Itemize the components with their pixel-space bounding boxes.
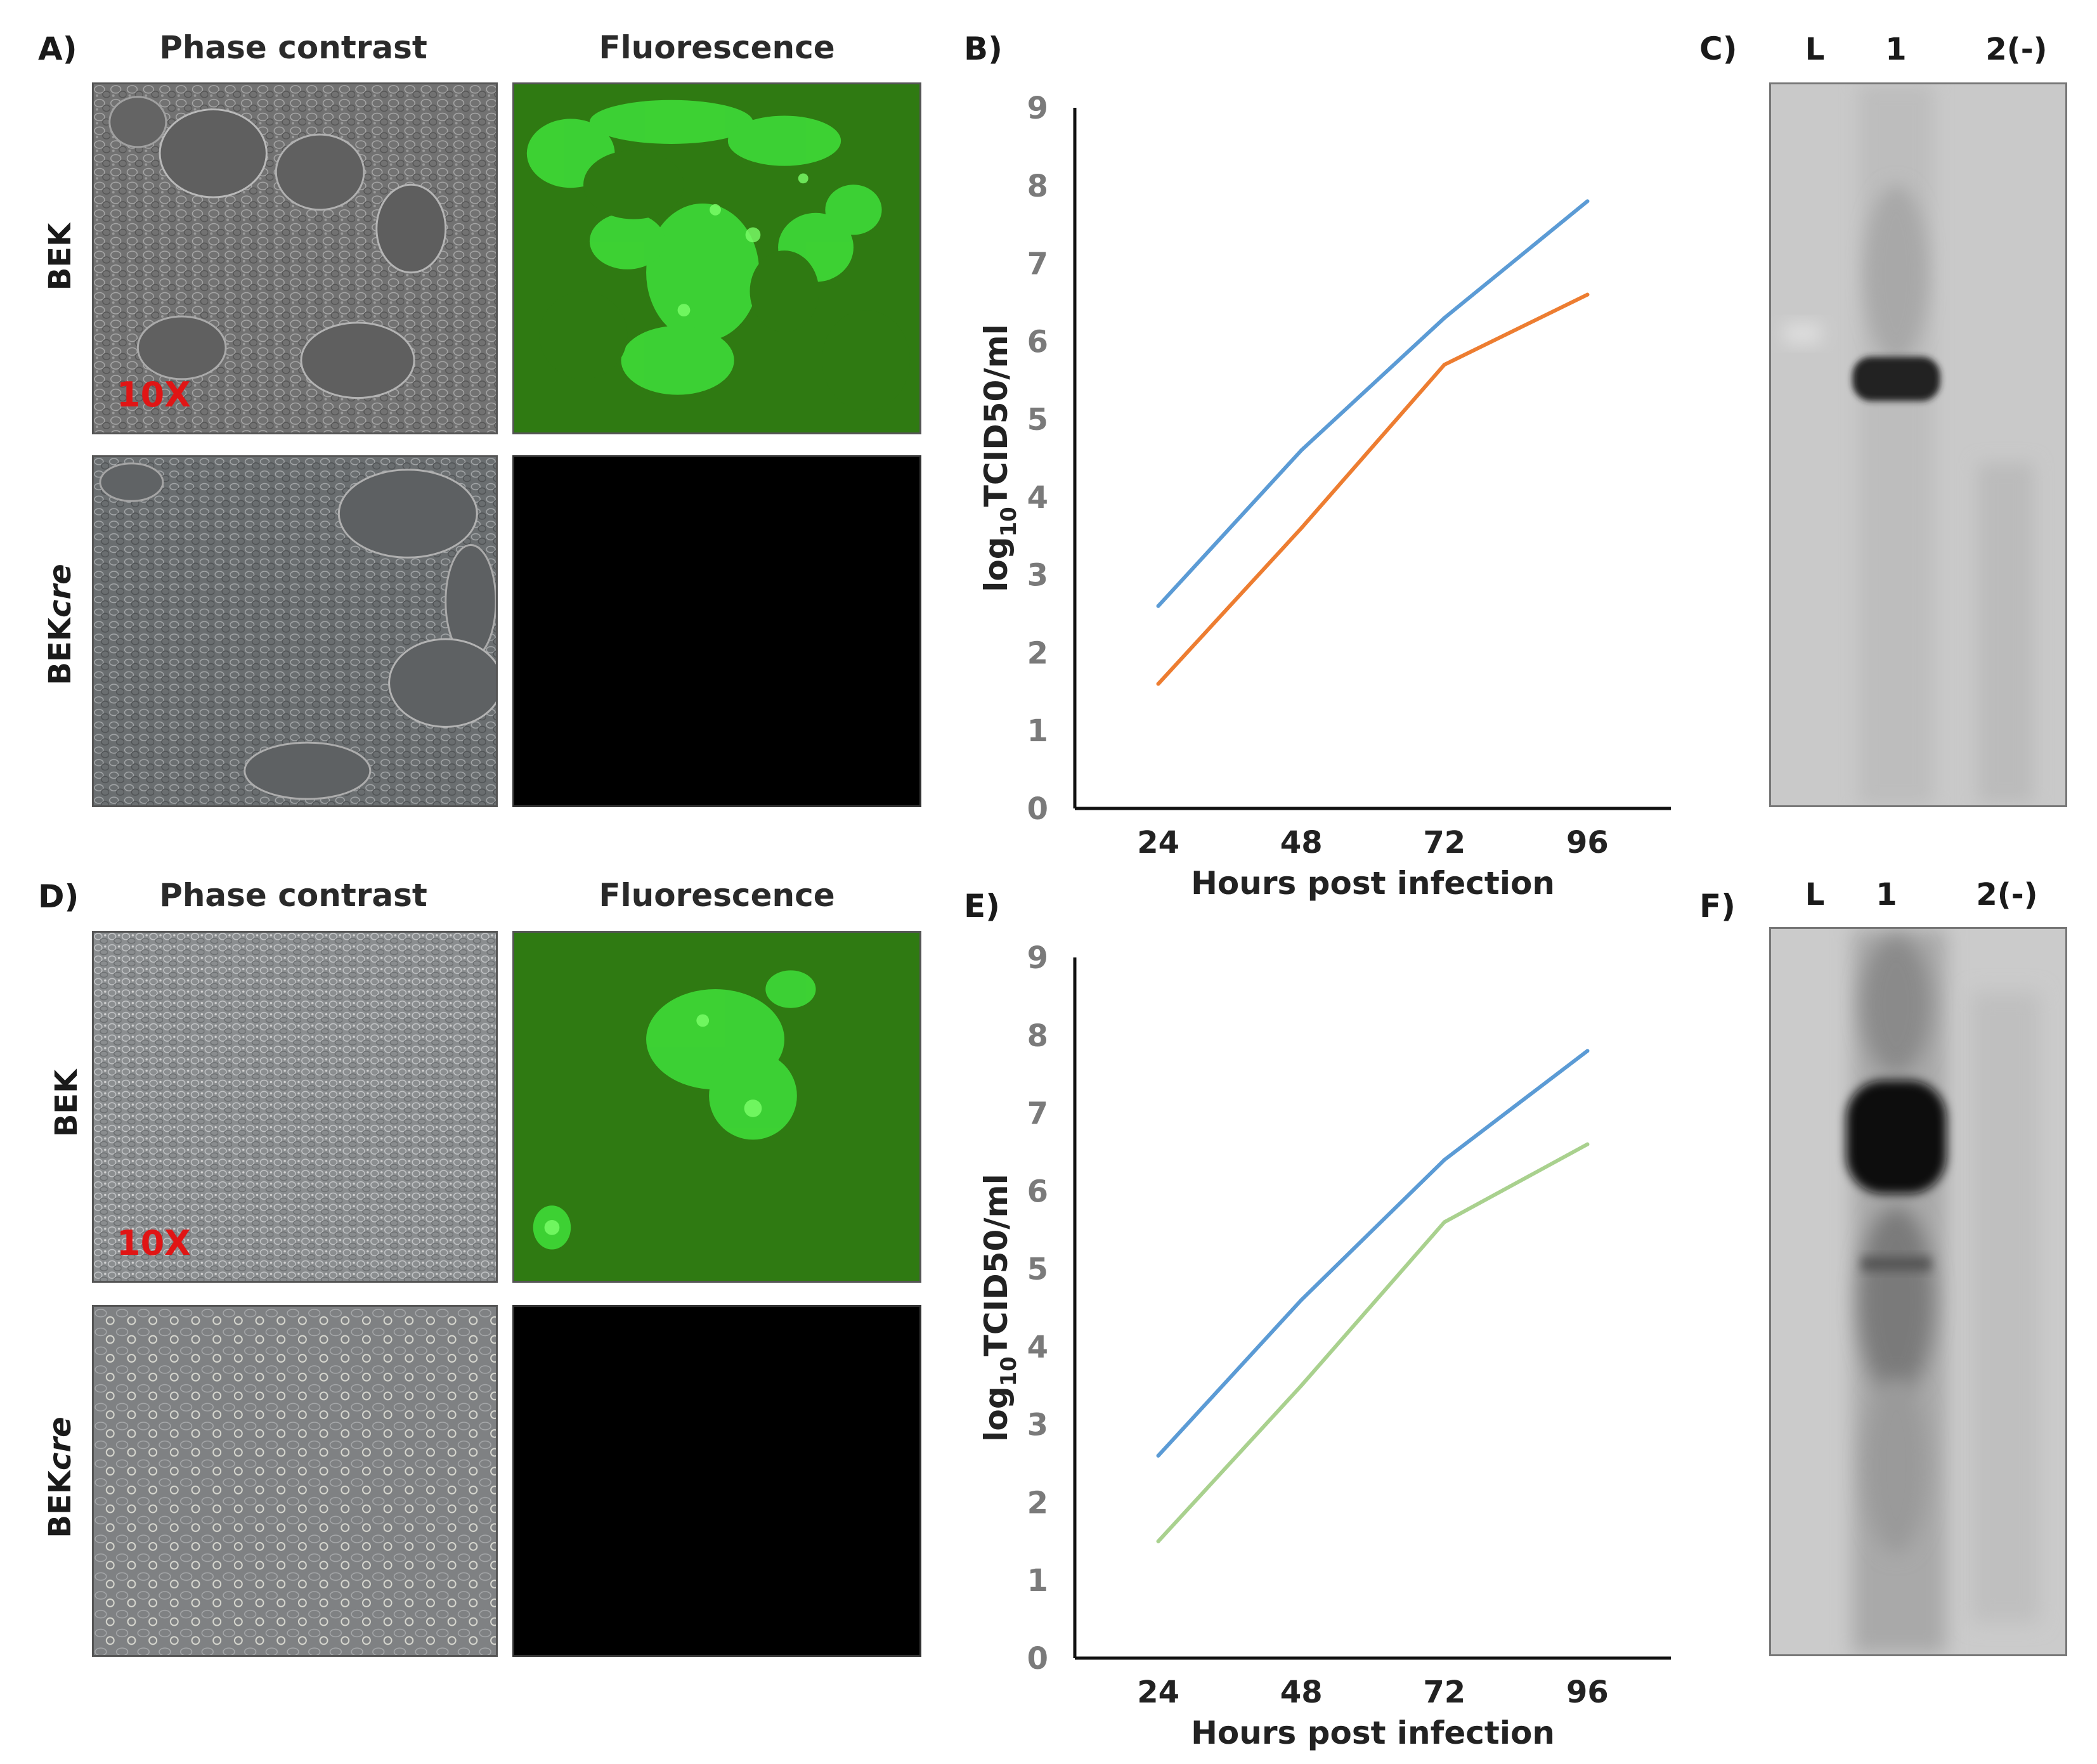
col-title-fluor-a: Fluorescence — [599, 29, 835, 66]
series-line-b-2 — [1156, 292, 1590, 686]
data-point-b-2-4 — [1585, 292, 1590, 297]
data-point-e-1-2 — [1299, 1298, 1304, 1302]
x-tick-label: 48 — [1280, 1675, 1323, 1710]
data-point-b-1-2 — [1299, 448, 1304, 453]
phase-contrast-bekcre-image-d — [92, 1305, 498, 1657]
data-point-e-2-3 — [1442, 1220, 1446, 1224]
y-axis-title: log10TCID50/ml — [978, 1174, 1022, 1442]
panel-label-b: B) — [964, 30, 1003, 67]
y-tick-label: 1 — [1027, 713, 1048, 749]
y-tick-label: 9 — [1027, 91, 1048, 126]
x-tick-label: 24 — [1137, 1675, 1179, 1710]
y-tick-label: 0 — [1027, 791, 1048, 827]
y-tick-label: 3 — [1027, 558, 1048, 593]
y-tick-label: 7 — [1027, 247, 1048, 282]
lane-label-1-c: 1 — [1885, 32, 1907, 67]
x-tick-label: 96 — [1566, 825, 1609, 860]
y-tick-label: 6 — [1027, 324, 1048, 360]
y-tick-label: 4 — [1027, 480, 1048, 516]
series-line-b-1 — [1156, 199, 1590, 608]
data-point-b-1-4 — [1585, 199, 1590, 204]
growth-curve-chart-b: 0 1 2 3 4 5 6 7 8 9 24 48 72 96 Hours post infection lo… — [964, 76, 1680, 919]
y-axis-title-sub: 10 — [996, 507, 1022, 536]
col-title-phase-a: Phase contrast — [159, 29, 427, 66]
data-point-e-2-1 — [1156, 1539, 1160, 1543]
fluorescence-bekcre-image-d — [512, 1305, 921, 1657]
x-tick-label: 48 — [1280, 825, 1323, 860]
y-tick-label: 9 — [1027, 940, 1048, 976]
x-axis-title: Hours post infection — [1191, 1715, 1555, 1751]
series-line-e-1 — [1156, 1049, 1590, 1458]
fluorescence-bek-image-a — [512, 82, 921, 434]
lane-label-l-c: L — [1805, 32, 1825, 67]
data-point-b-1-1 — [1156, 604, 1160, 608]
y-tick-label: 6 — [1027, 1174, 1048, 1209]
row-label-bek-a: BEK — [42, 223, 78, 291]
row-label-bekcre-d: BEKcre — [42, 1417, 78, 1538]
fluorescence-bek-image-d — [512, 931, 921, 1283]
data-point-b-1-3 — [1442, 316, 1446, 320]
row-label-bekcre-a: BEKcre — [42, 564, 78, 685]
data-point-b-2-2 — [1299, 526, 1304, 530]
x-tick-label: 72 — [1423, 1675, 1465, 1710]
x-tick-label: 72 — [1423, 825, 1465, 860]
lane-label-l-f: L — [1805, 877, 1825, 912]
y-tick-label: 5 — [1027, 402, 1048, 438]
data-point-e-2-2 — [1299, 1384, 1304, 1388]
y-axis-title-sub: 10 — [996, 1356, 1022, 1386]
x-tick-label: 24 — [1137, 825, 1179, 860]
phase-contrast-bek-image-a: 10X — [92, 82, 498, 434]
x-axis-title: Hours post infection — [1191, 865, 1555, 902]
magnification-label-a: 10X — [117, 375, 191, 415]
panel-label-c: C) — [1699, 30, 1737, 67]
y-axis-title-log: log — [978, 537, 1015, 592]
phase-contrast-bekcre-image-a — [92, 455, 498, 807]
x-tick-label: 96 — [1566, 1675, 1609, 1710]
y-axis-title-rest: TCID50/ml — [978, 1174, 1015, 1356]
magnification-label-d: 10X — [117, 1223, 191, 1263]
lane-label-2-f: 2(-) — [1976, 877, 2038, 912]
y-tick-label: 8 — [1027, 169, 1048, 204]
lane-label-2-c: 2(-) — [1985, 32, 2048, 67]
y-tick-label: 5 — [1027, 1252, 1048, 1287]
y-axis-title: log10TCID50/ml — [978, 324, 1022, 592]
data-point-e-1-4 — [1585, 1049, 1590, 1053]
western-blot-image-f — [1769, 927, 2067, 1656]
growth-curve-svg-e: 0 1 2 3 4 5 6 7 8 9 24 48 72 96 Hours post infection lo… — [978, 940, 1671, 1751]
phase-contrast-bek-image-d: 10X — [92, 931, 498, 1283]
growth-curve-svg-b: 0 1 2 3 4 5 6 7 8 9 24 48 72 96 Hours post infection lo… — [978, 91, 1671, 902]
y-tick-label: 1 — [1027, 1563, 1048, 1599]
data-point-e-1-1 — [1156, 1453, 1160, 1458]
y-tick-label: 3 — [1027, 1408, 1048, 1443]
col-title-fluor-d: Fluorescence — [599, 877, 835, 914]
y-tick-label: 7 — [1027, 1096, 1048, 1132]
row-label-bek-d: BEK — [49, 1069, 84, 1138]
y-tick-label: 2 — [1027, 1485, 1048, 1521]
fluorescence-bekcre-image-a — [512, 455, 921, 807]
series-line-e-2 — [1156, 1142, 1590, 1543]
col-title-phase-d: Phase contrast — [159, 877, 427, 914]
panel-label-a: A) — [38, 30, 77, 67]
panel-label-d: D) — [38, 878, 79, 915]
data-point-b-2-3 — [1442, 363, 1446, 367]
data-point-e-1-3 — [1442, 1158, 1446, 1162]
y-axis-title-log: log — [978, 1387, 1015, 1442]
y-tick-label: 4 — [1027, 1330, 1048, 1365]
western-blot-image-c — [1769, 82, 2067, 807]
y-tick-label: 0 — [1027, 1641, 1048, 1676]
y-tick-label: 8 — [1027, 1018, 1048, 1054]
y-tick-label: 2 — [1027, 635, 1048, 671]
panel-label-e: E) — [964, 888, 1001, 924]
data-point-e-2-4 — [1585, 1142, 1590, 1146]
y-axis-title-rest: TCID50/ml — [978, 324, 1015, 507]
growth-curve-chart-e: 0 1 2 3 4 5 6 7 8 9 24 48 72 96 Hours post infection lo… — [964, 926, 1680, 1763]
data-point-b-2-1 — [1156, 682, 1160, 686]
lane-label-1-f: 1 — [1876, 877, 1897, 912]
panel-label-f: F) — [1699, 888, 1736, 924]
